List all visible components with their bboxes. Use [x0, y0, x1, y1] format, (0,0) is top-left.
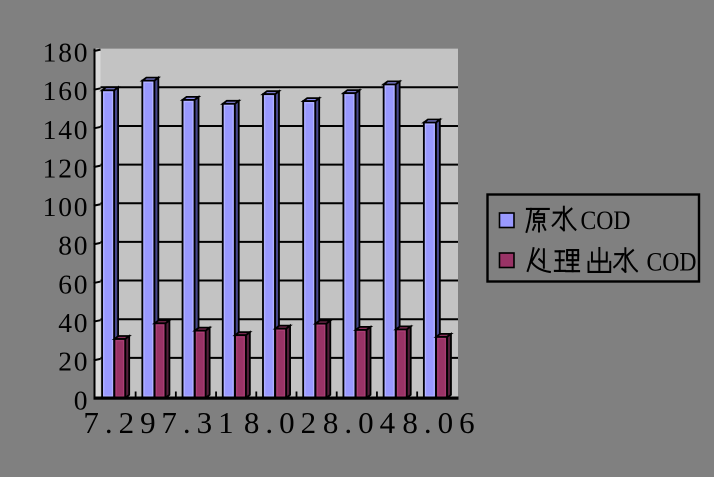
svg-text:7.31: 7.31: [161, 405, 239, 440]
svg-text:0: 0: [74, 384, 90, 415]
svg-text:120: 120: [43, 152, 90, 183]
svg-text:100: 100: [43, 191, 90, 222]
svg-text:180: 180: [43, 36, 90, 67]
svg-text:8.06: 8.06: [402, 405, 480, 440]
svg-text:8.04: 8.04: [323, 405, 401, 440]
svg-text:80: 80: [58, 230, 89, 261]
svg-text:COD: COD: [647, 248, 697, 277]
svg-text:7.29: 7.29: [83, 405, 161, 440]
svg-text:40: 40: [58, 307, 89, 338]
svg-text:60: 60: [58, 268, 89, 299]
svg-text:8.02: 8.02: [244, 405, 322, 440]
svg-text:160: 160: [43, 75, 90, 106]
svg-text:COD: COD: [581, 206, 631, 235]
svg-text:20: 20: [58, 346, 89, 377]
svg-text:140: 140: [43, 114, 90, 145]
